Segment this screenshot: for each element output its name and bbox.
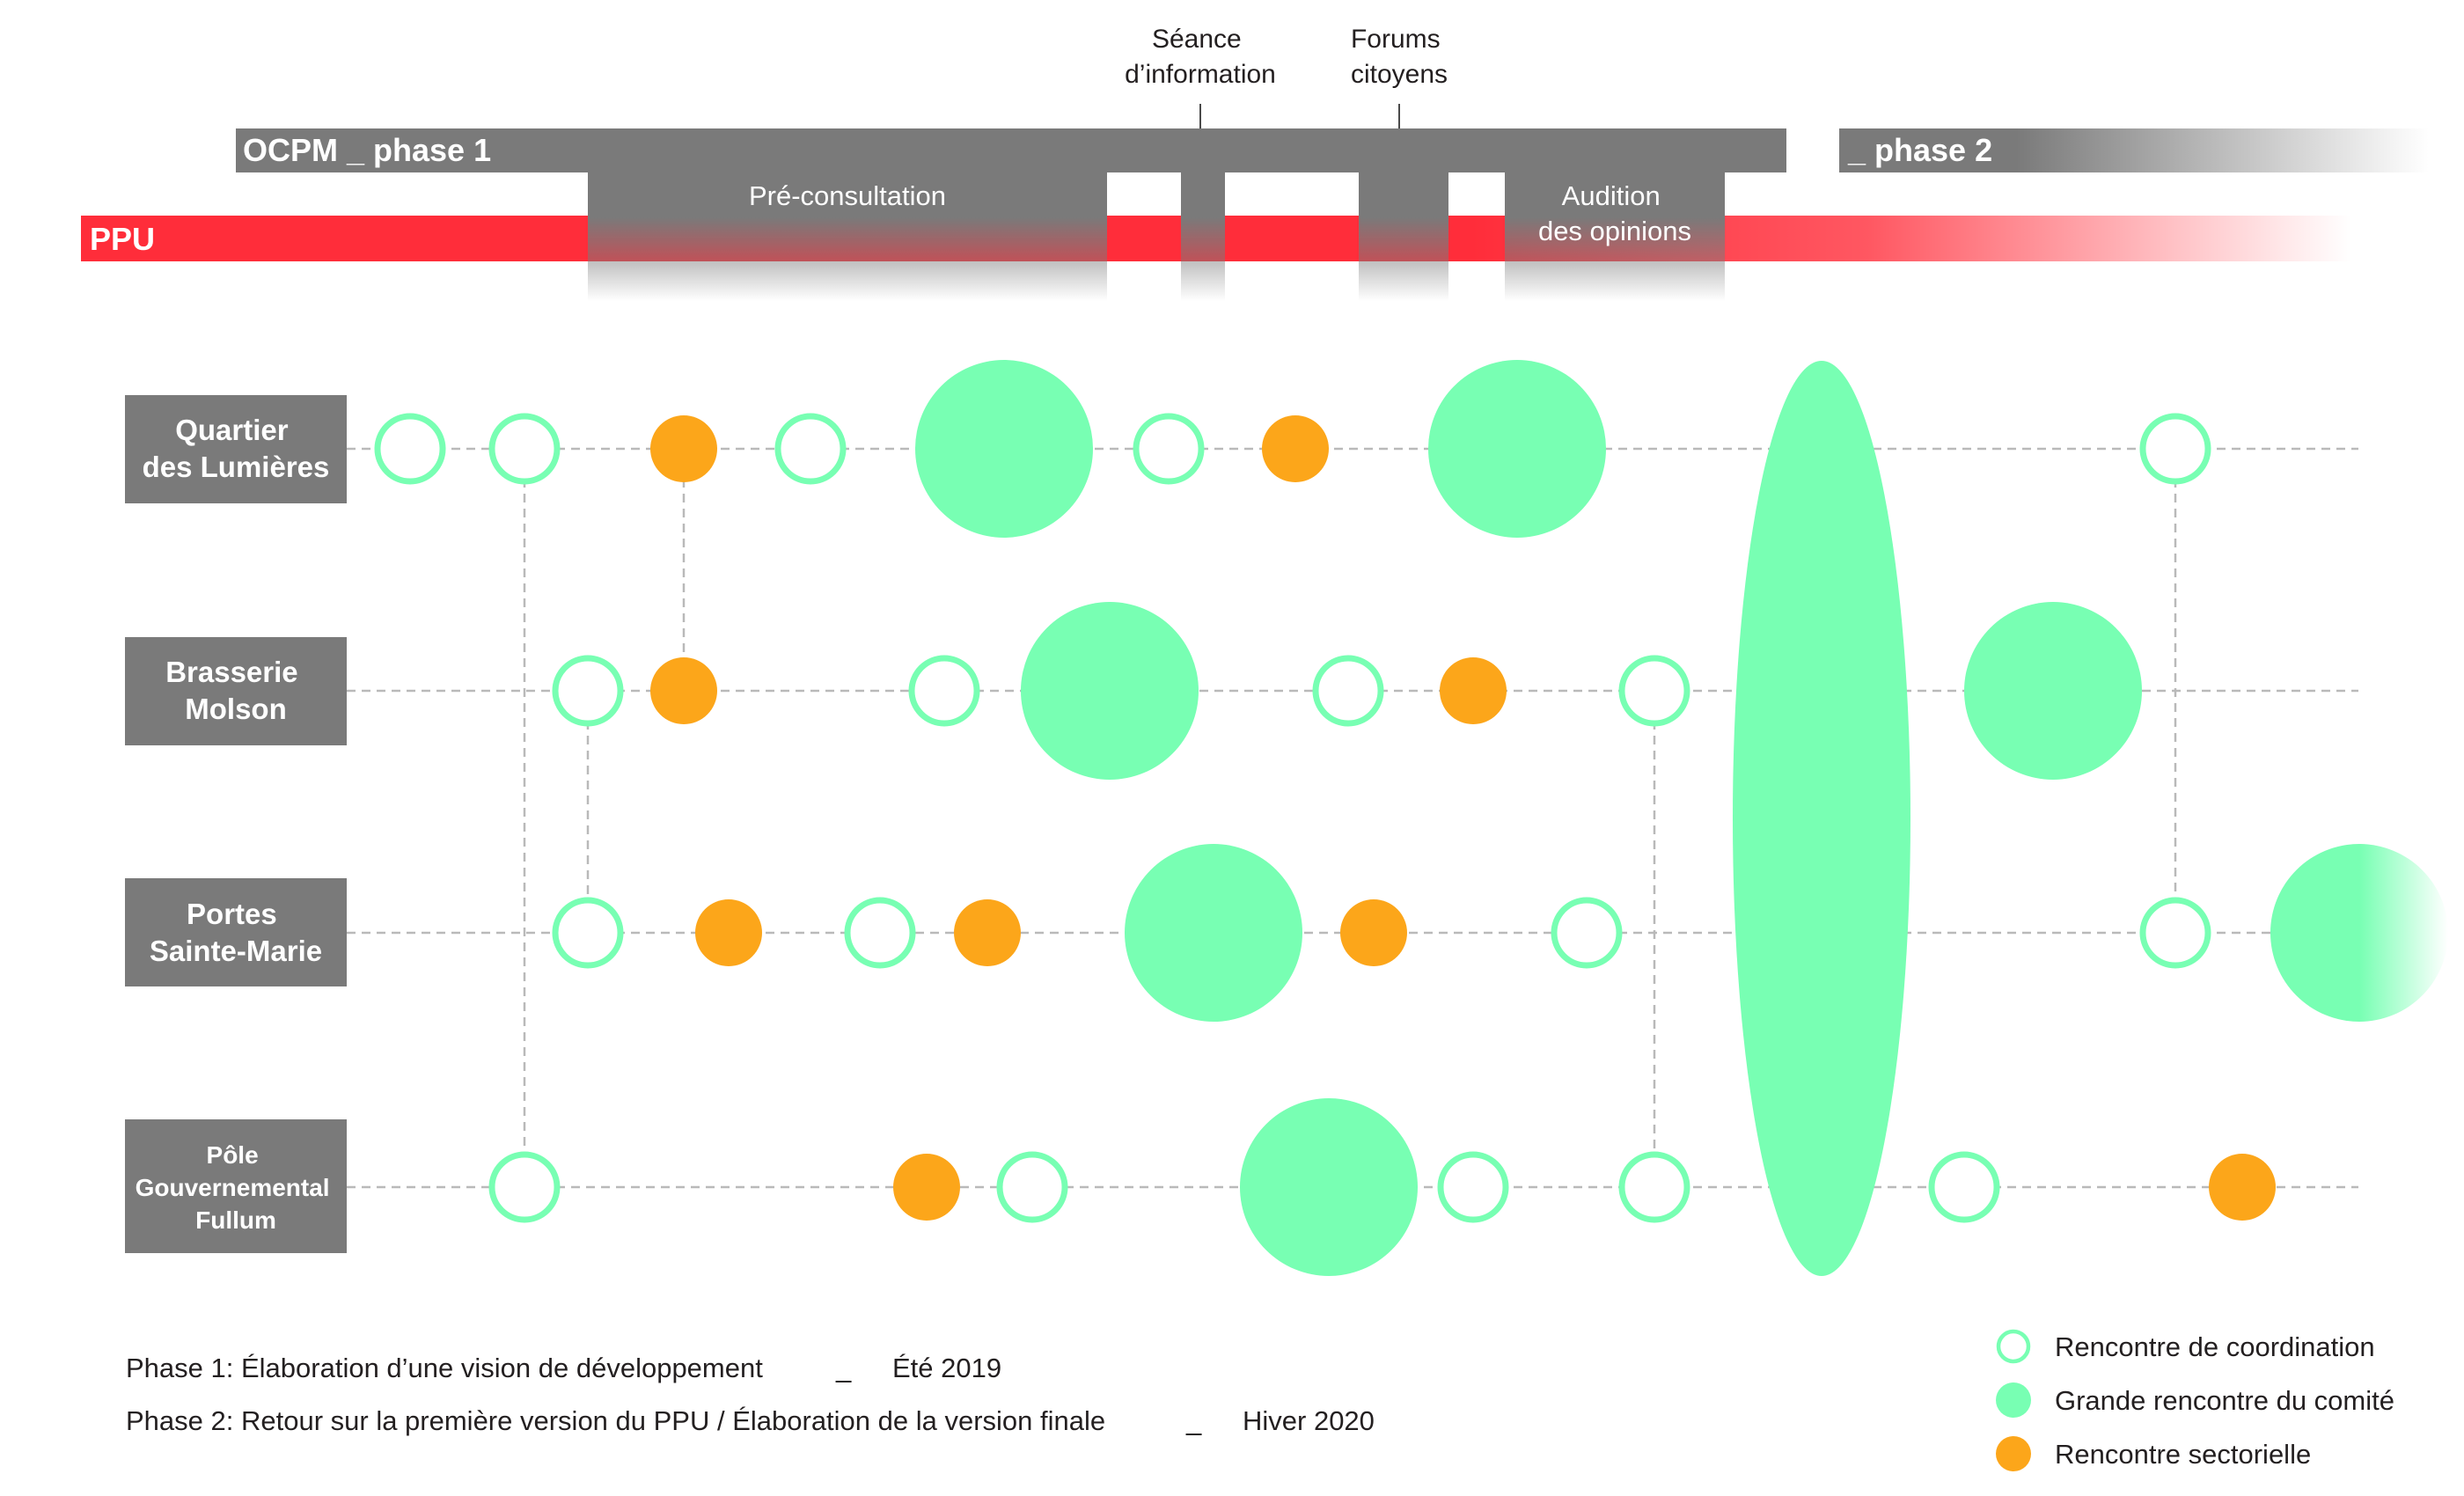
event-coordination <box>908 655 980 727</box>
phase1-text: Phase 1: Élaboration d’une vision de dév… <box>126 1353 763 1383</box>
row-label-brasserie: Brasserie Molson <box>165 656 306 725</box>
row-label-pole: Pôle Gouvernemental Fullum <box>136 1141 337 1234</box>
phase-notes: Phase 1: Élaboration d’une vision de dév… <box>126 1353 1375 1436</box>
phase2-bar <box>1839 128 2429 172</box>
audition-label: Audition des opinions <box>1538 180 1691 246</box>
row-label-quartier-line-2: des Lumières <box>143 451 330 483</box>
phase2-separator: _ <box>1185 1405 1202 1436</box>
event-sectorielle <box>1262 415 1329 482</box>
row-label-quartier-line-1: Quartier <box>175 414 289 446</box>
event-coordination <box>1551 897 1623 969</box>
seance-label-line-2: d’information <box>1125 60 1276 89</box>
event-coordination <box>552 655 624 727</box>
phase1-season: Été 2019 <box>892 1353 1001 1383</box>
forums-label: Forums citoyens <box>1351 25 1448 89</box>
event-sectorielle <box>2209 1154 2276 1221</box>
event-coordination <box>844 897 916 969</box>
ppu-label: PPU <box>90 221 155 257</box>
event-sectorielle <box>650 415 717 482</box>
event-coordination <box>1928 1151 2000 1223</box>
row-label-pole-line-3: Fullum <box>195 1206 276 1234</box>
forums-block <box>1359 172 1448 301</box>
row-label-portes: Portes Sainte-Marie <box>150 898 322 967</box>
row-label-brasserie-line-1: Brasserie <box>165 656 297 688</box>
event-grande <box>915 360 1093 538</box>
event-coordination <box>774 413 847 485</box>
row-label-box-portes <box>125 878 347 986</box>
pre-consultation-label: Pré-consultation <box>749 180 946 211</box>
legend-sectorielle-swatch <box>1996 1436 2031 1471</box>
audition-block <box>1505 172 1725 301</box>
pre-consultation-block <box>588 172 1107 301</box>
legend-coordination-label: Rencontre de coordination <box>2055 1331 2375 1362</box>
row-label-box-pole <box>125 1119 347 1253</box>
event-coordination <box>1312 655 1384 727</box>
row-label-box-quartier <box>125 395 347 503</box>
event-sectorielle <box>1440 657 1507 724</box>
event-coordination <box>488 413 561 485</box>
row-label-box-brasserie <box>125 637 347 745</box>
seance-label: Séance d’information <box>1125 25 1276 89</box>
row-label-pole-line-2: Gouvernemental <box>136 1174 330 1201</box>
event-grande-all-rows <box>1733 361 1910 1276</box>
event-coordination <box>374 413 446 485</box>
event-coordination <box>552 897 624 969</box>
phase2-label: _ phase 2 <box>1847 132 1992 168</box>
phase1-separator: _ <box>835 1353 852 1383</box>
event-sectorielle <box>695 899 762 966</box>
event-grande <box>1428 360 1606 538</box>
row-label-portes-line-2: Sainte-Marie <box>150 935 322 967</box>
row-labels: Quartier des Lumières Brasserie Molson P… <box>125 395 347 1253</box>
vertical-connectors <box>523 449 2177 1187</box>
event-markers <box>374 360 2448 1276</box>
legend-coordination-swatch <box>1996 1329 2031 1364</box>
row-label-brasserie-line-2: Molson <box>185 693 286 725</box>
event-grande <box>1021 602 1199 780</box>
event-coordination <box>1133 413 1205 485</box>
event-coordination <box>996 1151 1068 1223</box>
event-coordination <box>488 1151 561 1223</box>
forums-label-line-1: Forums <box>1351 25 1441 54</box>
phase2-text: Phase 2: Retour sur la première version … <box>126 1405 1105 1436</box>
event-coordination <box>2139 413 2211 485</box>
seance-label-line-1: Séance <box>1152 25 1242 54</box>
row-label-quartier: Quartier des Lumières <box>143 414 330 483</box>
row-label-portes-line-1: Portes <box>187 898 277 930</box>
event-grande <box>1125 844 1302 1022</box>
event-coordination <box>1618 1151 1690 1223</box>
event-sectorielle <box>1340 899 1407 966</box>
audition-label-line-2: des opinions <box>1538 216 1691 246</box>
event-sectorielle <box>954 899 1021 966</box>
phase2-season: Hiver 2020 <box>1243 1405 1375 1436</box>
ocpm-phase1-label: OCPM _ phase 1 <box>243 132 491 168</box>
event-coordination <box>1437 1151 1509 1223</box>
legend: Rencontre de coordination Grande rencont… <box>1996 1329 2394 1471</box>
seance-block <box>1181 172 1225 301</box>
row-label-pole-line-1: Pôle <box>207 1141 259 1169</box>
event-grande <box>1964 602 2142 780</box>
event-grande <box>1240 1098 1418 1276</box>
audition-label-line-1: Audition <box>1562 180 1661 211</box>
event-coordination <box>1618 655 1690 727</box>
event-coordination <box>2139 897 2211 969</box>
event-sectorielle <box>650 657 717 724</box>
event-sectorielle <box>893 1154 960 1221</box>
legend-grande-swatch <box>1996 1382 2031 1418</box>
row-baselines <box>347 447 2358 1189</box>
forums-label-line-2: citoyens <box>1351 60 1448 89</box>
ocpm-phase1-bar <box>236 128 1786 172</box>
legend-sectorielle-label: Rencontre sectorielle <box>2055 1439 2311 1470</box>
legend-grande-label: Grande rencontre du comité <box>2055 1385 2394 1416</box>
event-grande <box>2270 844 2448 1022</box>
